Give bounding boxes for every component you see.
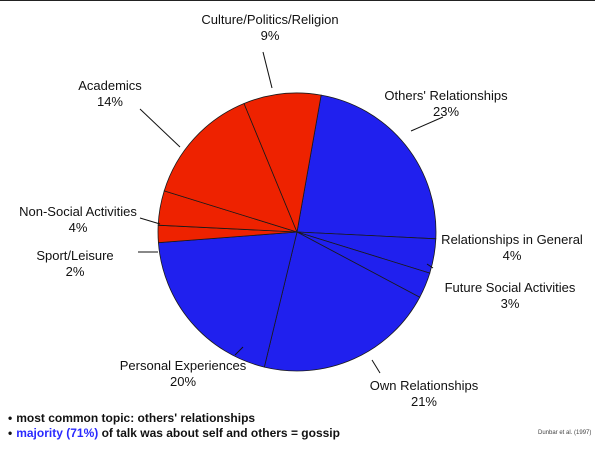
slice-label: Culture/Politics/Religion 9% [201, 12, 338, 44]
leader-line [139, 108, 181, 148]
slice-value: 21% [410, 394, 438, 409]
leader-line [262, 51, 273, 89]
slice-value: 20% [169, 374, 197, 389]
slice-name: Sport/Leisure [36, 248, 114, 263]
bullet-marker: • [8, 426, 13, 440]
slice-name: Future Social Activities [444, 280, 576, 295]
slice-label: Sport/Leisure 2% [36, 248, 113, 280]
pie-slice [243, 92, 322, 234]
slice-label: Relationships in General 4% [441, 232, 583, 264]
note-1: • most common topic: others' relationship… [8, 411, 340, 426]
slice-label: Personal Experiences 20% [120, 358, 246, 390]
pie-slice [157, 231, 298, 368]
pie-slice [263, 231, 421, 372]
slice-value: 9% [260, 28, 280, 43]
slice-name: Own Relationships [369, 378, 479, 393]
note-2-text: of talk was about self and others = goss… [98, 426, 340, 440]
leader-line [426, 263, 434, 269]
slice-name: Non-Social Activities [19, 204, 137, 219]
leader-line [234, 346, 244, 356]
slice-name: Personal Experiences [119, 358, 247, 373]
slice-label: Academics 14% [78, 78, 142, 110]
slice-value: 4% [502, 248, 522, 263]
note-2-highlight: majority (71%) [16, 426, 99, 440]
leader-line [410, 116, 444, 132]
slice-name: Culture/Politics/Religion [201, 12, 339, 27]
note-2: • majority (71%) of talk was about self a… [8, 426, 340, 441]
slice-value: 4% [68, 220, 88, 235]
slice-label: Own Relationships 21% [370, 378, 478, 410]
pie-slice [163, 102, 298, 233]
slice-value: 23% [432, 104, 460, 119]
pie-chart [138, 51, 444, 374]
slice-label: Non-Social Activities 4% [19, 204, 137, 236]
note-1-text: most common topic: others' relationships [16, 411, 256, 425]
slice-value: 3% [500, 296, 520, 311]
top-rule [0, 0, 595, 1]
slice-name: Academics [78, 78, 142, 93]
slice-value: 2% [65, 264, 85, 279]
slice-name: Others' Relationships [384, 88, 508, 103]
leader-line [139, 217, 161, 225]
slice-name: Relationships in General [441, 232, 583, 247]
bullet-marker: • [8, 411, 13, 425]
slice-value: 14% [96, 94, 124, 109]
source-citation: Dunbar et al. (1997) [538, 430, 592, 436]
slice-label: Others' Relationships 23% [384, 88, 507, 120]
slice-label: Future Social Activities 3% [445, 280, 576, 312]
pie-slice [296, 94, 437, 240]
notes: • most common topic: others' relationship… [8, 411, 340, 441]
leader-line [371, 359, 381, 374]
